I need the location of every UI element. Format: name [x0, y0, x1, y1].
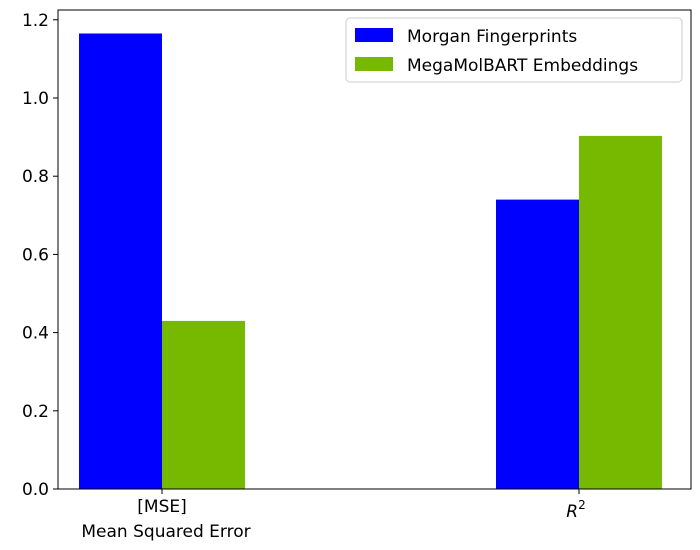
x-tick-label-mse-subtitle: Mean Squared Error [81, 522, 250, 542]
y-tick-label: 0.8 [22, 167, 49, 187]
bar-series0-cat0 [79, 33, 162, 489]
x-tick-label-r2: R2 [566, 498, 585, 522]
y-tick-label: 1.2 [22, 11, 49, 31]
y-tick-label: 1.0 [22, 89, 49, 109]
bar-series1-cat0 [162, 320, 245, 489]
x-tick-label-mse: [MSE] [137, 497, 186, 517]
axes-layer: 0.0 0.2 0.4 0.6 0.8 1.0 1.2 [22, 9, 692, 500]
bar-series1-cat1 [579, 135, 662, 489]
legend-label-megamolbart: MegaMolBART Embeddings [407, 56, 638, 76]
y-tick-label: 0.6 [22, 245, 49, 265]
y-tick-label: 0.4 [22, 324, 49, 344]
bars-layer [79, 33, 662, 489]
bar-series0-cat1 [496, 199, 579, 489]
legend-label-morgan: Morgan Fingerprints [407, 27, 577, 47]
legend-swatch-morgan [355, 28, 393, 42]
y-tick-label: 0.0 [22, 480, 49, 500]
legend-frame [345, 17, 683, 83]
plot-frame [57, 9, 692, 490]
legend-swatch-megamolbart [355, 57, 393, 71]
y-tick-label: 0.2 [22, 402, 49, 422]
legend: Morgan Fingerprints MegaMolBART Embeddin… [345, 17, 683, 83]
